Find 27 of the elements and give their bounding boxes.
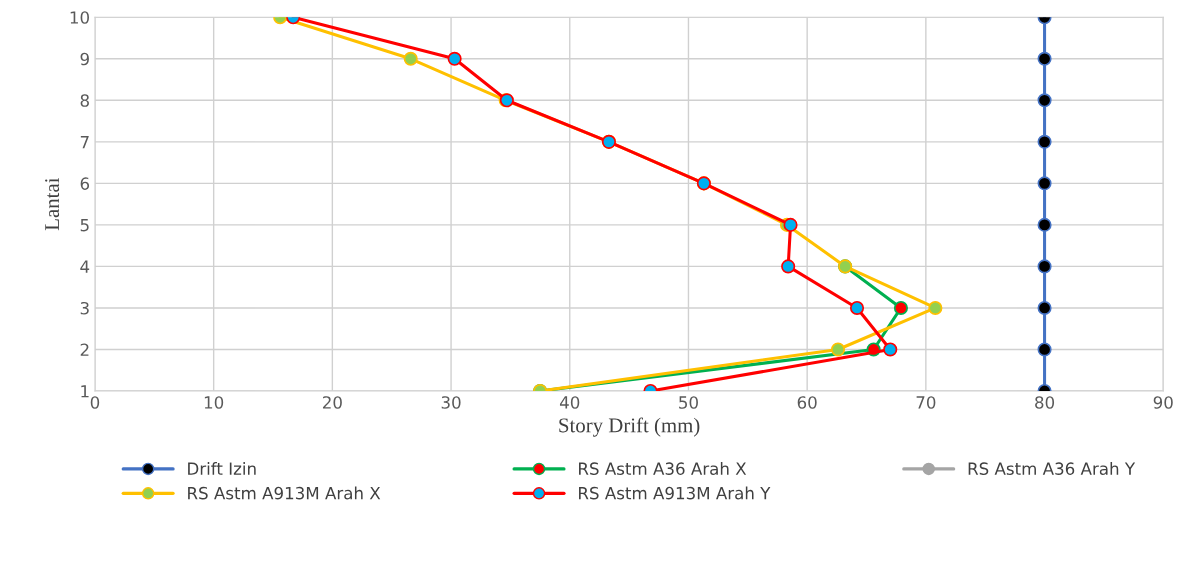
x-tick-label: 60 <box>797 396 817 409</box>
y-tick-label: 1 <box>81 385 89 398</box>
x-tick-label: 30 <box>441 396 461 409</box>
legend-label: RS Astm A36 Arah X <box>579 462 747 475</box>
y-tick-label: 9 <box>80 52 89 66</box>
y-tick-label: 2 <box>80 343 89 356</box>
y-tick-label: 5 <box>80 219 89 232</box>
x-tick-label: 40 <box>559 396 580 409</box>
x-tick-label: 50 <box>679 396 698 409</box>
y-axis-title: Lantai <box>45 177 60 231</box>
x-tick-label: 0 <box>90 396 100 409</box>
legend-label: Drift Izin <box>188 462 256 475</box>
y-tick-label: 10 <box>70 11 89 24</box>
x-tick-label: 90 <box>1153 396 1173 409</box>
x-tick-label: 10 <box>204 396 224 409</box>
x-tick-label: 20 <box>322 396 342 409</box>
legend-label: RS Astm A913M Arah X <box>188 486 381 500</box>
x-tick-label: 80 <box>1035 396 1055 409</box>
y-tick-label: 8 <box>80 94 89 107</box>
y-tick-label: 4 <box>80 260 90 273</box>
legend-label: RS Astm A36 Arah Y <box>968 462 1136 475</box>
y-tick-label: 7 <box>80 136 89 149</box>
legend-label: RS Astm A913M Arah Y <box>579 486 771 500</box>
y-tick-label: 6 <box>80 177 90 190</box>
x-tick-label: 70 <box>916 396 936 409</box>
y-tick-label: 3 <box>80 301 89 315</box>
x-axis-title: Story Drift (mm) <box>559 417 700 437</box>
